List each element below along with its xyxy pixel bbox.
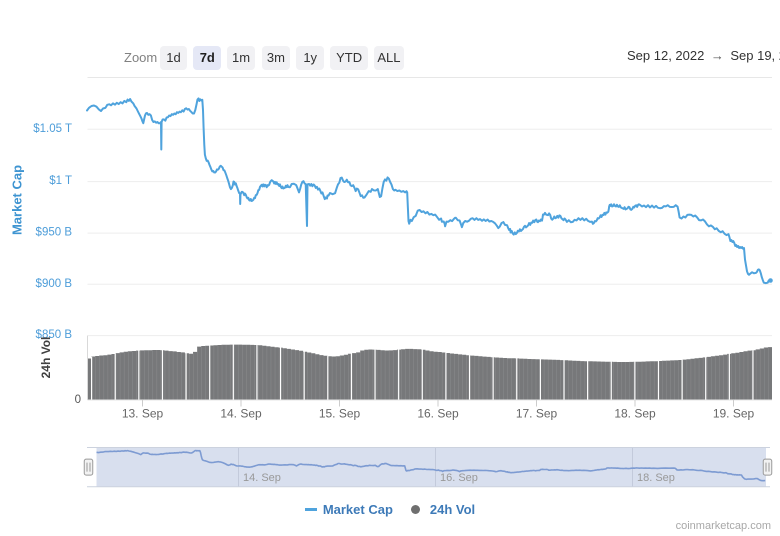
svg-text:0: 0 <box>75 394 81 406</box>
svg-text:18. Sep: 18. Sep <box>614 407 656 421</box>
svg-text:14. Sep: 14. Sep <box>220 407 262 421</box>
svg-text:$900 B: $900 B <box>36 278 73 290</box>
svg-text:15. Sep: 15. Sep <box>319 407 361 421</box>
svg-text:24h Vol: 24h Vol <box>39 337 53 379</box>
svg-text:$1 T: $1 T <box>49 175 72 187</box>
svg-text:16. Sep: 16. Sep <box>440 472 478 484</box>
svg-text:$850 B: $850 B <box>36 329 73 341</box>
svg-text:17. Sep: 17. Sep <box>516 407 558 421</box>
svg-text:$950 B: $950 B <box>36 227 73 239</box>
svg-text:18. Sep: 18. Sep <box>637 472 675 484</box>
svg-text:16. Sep: 16. Sep <box>417 407 459 421</box>
svg-text:13. Sep: 13. Sep <box>122 407 164 421</box>
svg-text:14. Sep: 14. Sep <box>243 472 281 484</box>
svg-text:19. Sep: 19. Sep <box>713 407 755 421</box>
svg-text:$1.05 T: $1.05 T <box>33 123 72 135</box>
svg-text:Market Cap: Market Cap <box>10 165 25 235</box>
